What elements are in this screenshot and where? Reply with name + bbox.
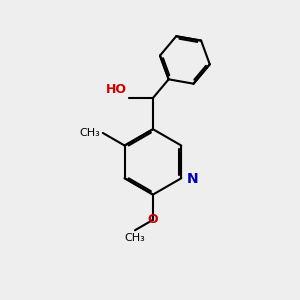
Text: CH₃: CH₃ <box>80 128 101 138</box>
Text: CH₃: CH₃ <box>124 233 145 243</box>
Text: O: O <box>148 213 158 226</box>
Text: N: N <box>186 172 198 186</box>
Text: HO: HO <box>106 82 127 96</box>
